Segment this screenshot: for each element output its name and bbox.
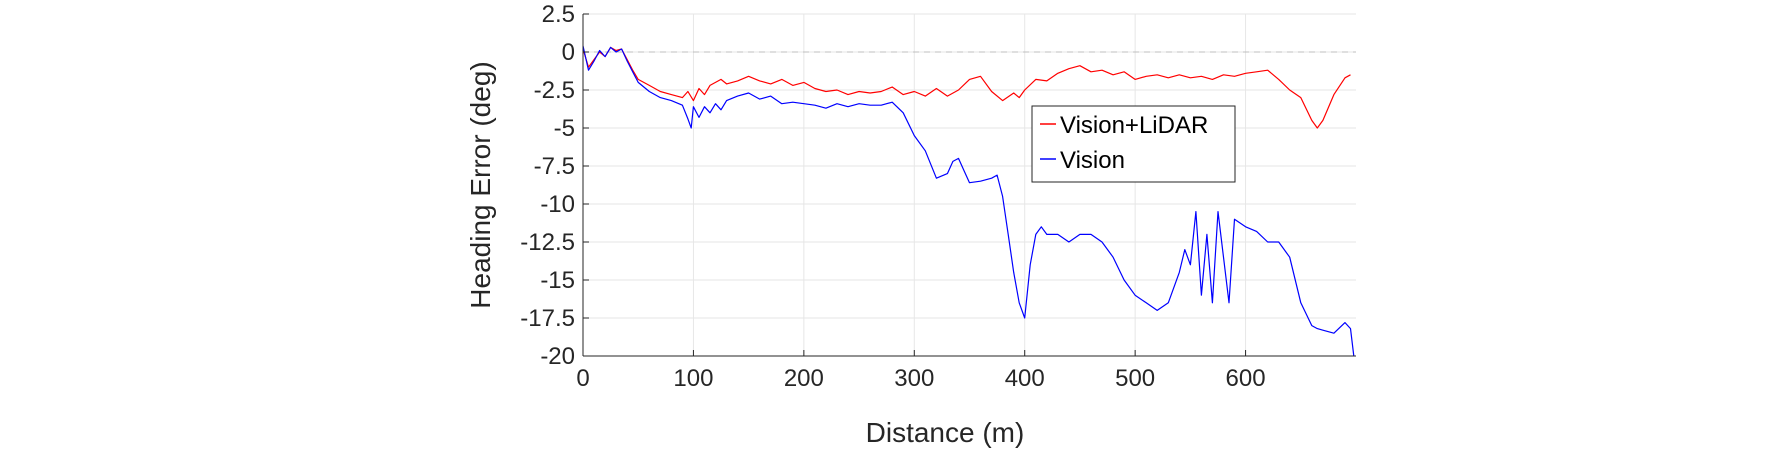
x-tick-label: 400 <box>1005 365 1045 392</box>
y-axis-label: Heading Error (deg) <box>465 61 496 308</box>
series-line-vision-lidar <box>582 46 1351 129</box>
plot-area <box>583 14 1356 356</box>
axes <box>582 13 1356 357</box>
y-tick-label: 2.5 <box>542 1 575 28</box>
series-line-vision <box>582 45 1355 357</box>
legend-label-vision: Vision <box>1060 147 1125 174</box>
x-tick-label: 0 <box>576 365 589 392</box>
y-tick-label: -17.5 <box>520 305 575 332</box>
x-tick-label: 300 <box>894 365 934 392</box>
y-tick-label: -10 <box>540 191 575 218</box>
x-axis-label: Distance (m) <box>866 417 1025 448</box>
y-tick-label: 0 <box>562 39 575 66</box>
legend-label-vision-lidar: Vision+LiDAR <box>1060 112 1208 139</box>
legend-box <box>1031 105 1236 183</box>
legend: Vision+LiDAR Vision <box>1031 105 1236 183</box>
y-tick-label: -5 <box>554 115 575 142</box>
y-tick-label: -15 <box>540 267 575 294</box>
x-tick-label: 200 <box>784 365 824 392</box>
series-layer <box>582 45 1355 357</box>
y-tick-label: -12.5 <box>520 229 575 256</box>
x-tick-label: 600 <box>1226 365 1266 392</box>
x-tick-label: 100 <box>673 365 713 392</box>
y-tick-label: -7.5 <box>534 153 575 180</box>
x-tick-label: 500 <box>1115 365 1155 392</box>
tick-labels: 0 100 200 300 400 500 600 2.5 0 -2.5 -5 -7.5 -10 -12.… <box>520 1 1265 392</box>
y-tick-label: -2.5 <box>534 77 575 104</box>
y-tick-label: -20 <box>540 343 575 370</box>
